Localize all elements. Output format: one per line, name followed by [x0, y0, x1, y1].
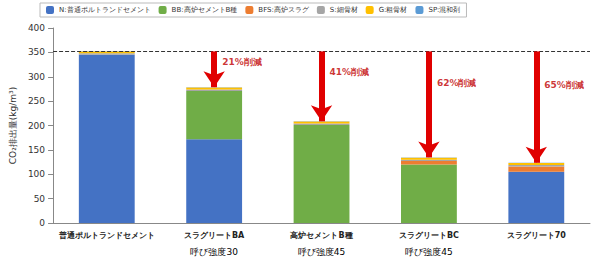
svg-text:S:細骨材: S:細骨材: [330, 6, 358, 14]
svg-text:300: 300: [28, 72, 45, 82]
svg-text:21%削減: 21%削減: [222, 57, 262, 67]
svg-text:呼び強度45: 呼び強度45: [298, 247, 345, 257]
svg-text:200: 200: [28, 121, 45, 131]
svg-text:62%削減: 62%削減: [437, 78, 477, 88]
svg-text:呼び強度45: 呼び強度45: [405, 247, 452, 257]
svg-text:65%削減: 65%削減: [544, 80, 584, 90]
svg-text:スラグリートBA: スラグリートBA: [184, 231, 245, 240]
svg-text:350: 350: [28, 47, 45, 57]
svg-text:CO₂排出量(kg/m³): CO₂排出量(kg/m³): [8, 87, 18, 164]
svg-text:スラグリート70: スラグリート70: [507, 231, 567, 240]
svg-text:41%削減: 41%削減: [330, 67, 370, 77]
svg-text:呼び強度30: 呼び強度30: [190, 247, 238, 257]
svg-text:0: 0: [39, 218, 45, 228]
svg-text:400: 400: [28, 23, 45, 33]
svg-text:SP:混和剤: SP:混和剤: [428, 6, 460, 14]
svg-text:150: 150: [28, 145, 45, 155]
svg-text:G:粗骨材: G:粗骨材: [379, 6, 408, 14]
svg-text:N:普通ポルトランドセメント: N:普通ポルトランドセメント: [59, 5, 151, 14]
svg-text:普通ポルトランドセメント: 普通ポルトランドセメント: [58, 230, 155, 240]
svg-text:スラグリートBC: スラグリートBC: [399, 231, 459, 240]
svg-text:100: 100: [28, 169, 45, 179]
svg-text:BB:高炉セメントB種: BB:高炉セメントB種: [172, 6, 238, 14]
svg-text:50: 50: [34, 194, 46, 204]
svg-text:250: 250: [28, 96, 45, 106]
svg-text:高炉セメントB種: 高炉セメントB種: [290, 230, 352, 240]
svg-text:BFS:高炉スラグ: BFS:高炉スラグ: [258, 6, 310, 14]
